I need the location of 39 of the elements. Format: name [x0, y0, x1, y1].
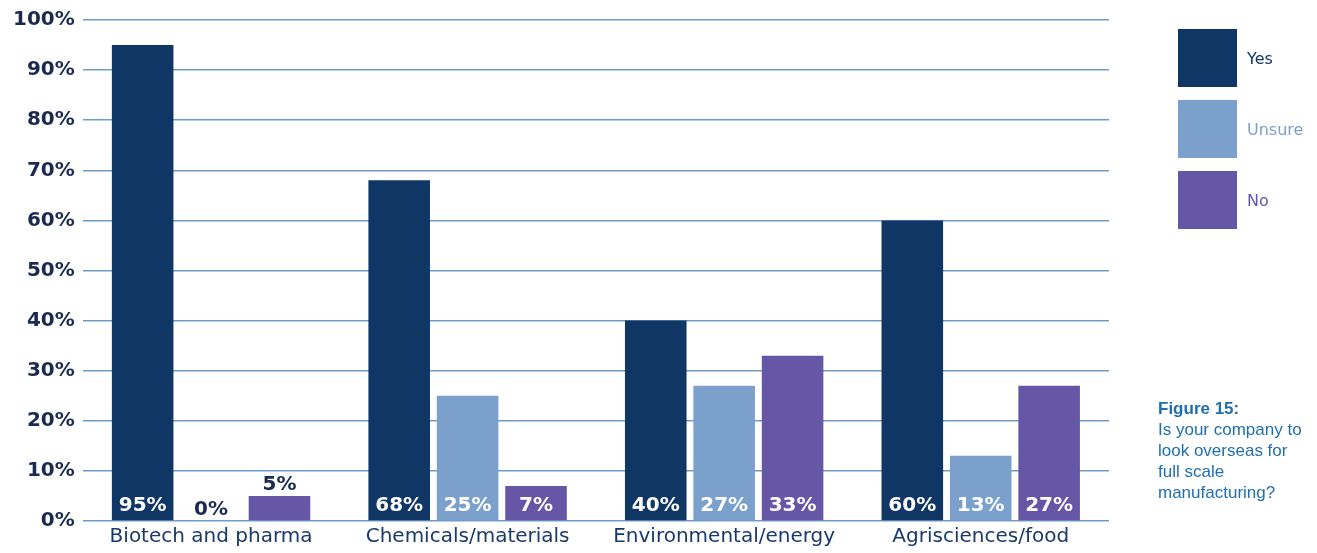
bar	[1018, 385, 1080, 521]
data-label: 68%	[375, 492, 424, 517]
text: No	[1247, 190, 1269, 210]
y-tick-label: 40%	[26, 306, 75, 331]
text: Is your company to look overseas for full scale manufacturing?	[1158, 420, 1302, 502]
data-label: 0%	[194, 496, 229, 521]
y-tick-label: 90%	[26, 56, 75, 81]
text: Figure 15:	[1158, 398, 1241, 419]
x-tick-label: Biotech and pharma	[109, 523, 313, 548]
data-label: 95%	[118, 492, 167, 517]
x-tick-label: Agrisciences/food	[892, 523, 1070, 548]
x-tick-label: Chemicals/materials	[365, 523, 570, 548]
bar	[624, 320, 687, 521]
y-tick-label: 20%	[26, 407, 75, 431]
x-tick-label: Environmental/energy	[613, 523, 836, 548]
text: Unsure	[1247, 119, 1304, 139]
y-tick-label: 10%	[26, 457, 75, 482]
data-label: 40%	[631, 492, 680, 517]
data-label: 7%	[519, 492, 554, 517]
y-tick-label: 0%	[40, 507, 75, 532]
y-tick-label: 70%	[26, 156, 75, 181]
data-label: 27%	[1025, 492, 1074, 517]
bar	[248, 495, 311, 521]
bar	[368, 180, 430, 521]
y-tick-label: 60%	[26, 206, 75, 231]
text: Yes	[1247, 48, 1273, 68]
bar	[761, 355, 824, 521]
data-label: 5%	[262, 471, 297, 496]
data-label: 27%	[700, 492, 749, 517]
y-tick-label: 30%	[26, 356, 75, 381]
bar	[881, 220, 944, 521]
y-tick-label: 50%	[26, 256, 75, 281]
bar	[111, 45, 174, 521]
y-tick-label: 100%	[12, 6, 75, 31]
data-label: 60%	[888, 492, 937, 517]
y-tick-label: 80%	[26, 106, 75, 131]
data-label: 25%	[443, 492, 492, 517]
data-label: 33%	[768, 492, 817, 517]
data-label: 13%	[956, 492, 1005, 517]
